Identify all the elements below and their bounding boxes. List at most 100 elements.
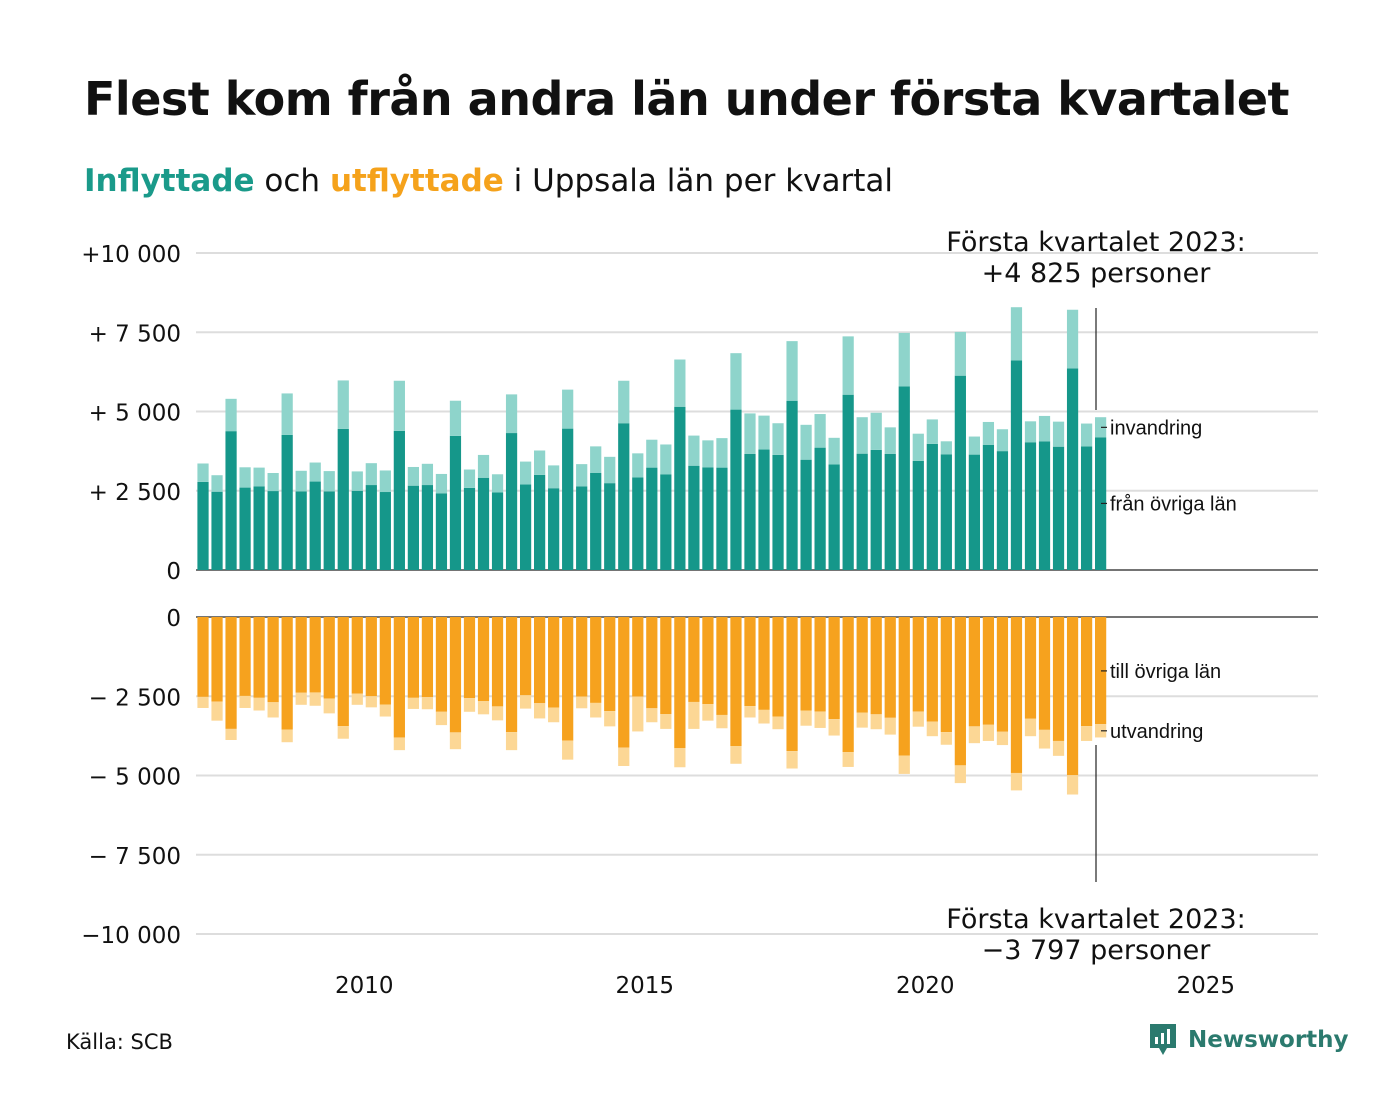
bar-utvandring (309, 692, 321, 706)
bar-invandring (1010, 307, 1023, 361)
bar-fran-ovriga-lan (954, 375, 966, 570)
bar-fran-ovriga-lan (702, 467, 714, 570)
bar-invandring (505, 394, 518, 434)
bar-till-ovriga-lan (954, 617, 966, 766)
bar-invandring (884, 427, 896, 454)
bar-invandring (828, 437, 840, 465)
bar-fran-ovriga-lan (814, 447, 826, 570)
bar-invandring (1024, 421, 1037, 443)
bar-till-ovriga-lan (800, 617, 812, 711)
bar-fran-ovriga-lan (197, 481, 209, 570)
bar-invandring (842, 336, 854, 395)
bar-invandring (548, 465, 560, 489)
bar-till-ovriga-lan (239, 617, 251, 696)
bar-fran-ovriga-lan (828, 464, 840, 570)
bar-invandring (576, 464, 588, 487)
label-fran-ovriga-lan: från övriga län (1110, 493, 1237, 515)
bar-till-ovriga-lan (604, 617, 616, 712)
bar-utvandring (449, 732, 462, 750)
bar-till-ovriga-lan (730, 617, 742, 747)
bar-utvandring (604, 711, 616, 727)
bar-invandring (674, 359, 686, 407)
bar-till-ovriga-lan (1080, 617, 1093, 727)
bar-fran-ovriga-lan (576, 486, 588, 570)
bar-till-ovriga-lan (197, 617, 209, 697)
bar-till-ovriga-lan (646, 617, 658, 709)
bar-utvandring (786, 751, 798, 769)
bar-fran-ovriga-lan (800, 459, 812, 570)
bar-invandring (253, 467, 265, 487)
bar-invandring (421, 463, 434, 486)
bar-invandring (660, 444, 672, 475)
bar-utvandring (954, 765, 966, 784)
bar-utvandring (267, 702, 279, 718)
bar-utvandring (253, 697, 265, 711)
bar-invandring (211, 475, 223, 492)
bar-till-ovriga-lan (295, 617, 307, 693)
bar-utvandring (1024, 718, 1037, 737)
bar-fran-ovriga-lan (253, 486, 265, 570)
subtitle-inflyttade: Inflyttade (84, 163, 255, 199)
bar-fran-ovriga-lan (758, 449, 770, 570)
bar-invandring (590, 446, 602, 473)
bar-till-ovriga-lan (576, 617, 588, 697)
bar-fran-ovriga-lan (491, 492, 504, 570)
bar-till-ovriga-lan (716, 617, 728, 715)
bar-fran-ovriga-lan (449, 435, 462, 570)
bar-fran-ovriga-lan (744, 453, 756, 570)
bar-invandring (323, 471, 335, 492)
bar-till-ovriga-lan (702, 617, 714, 705)
bar-utvandring (1095, 724, 1107, 738)
bar-utvandring (814, 711, 826, 728)
bar-utvandring (548, 707, 560, 723)
bar-till-ovriga-lan (772, 617, 784, 717)
bar-utvandring (884, 717, 896, 735)
bar-fran-ovriga-lan (982, 444, 995, 570)
bottom-y-tick-label: − 5 000 (89, 765, 181, 791)
bar-utvandring (982, 724, 995, 741)
top-y-tick-label: +10 000 (81, 242, 181, 268)
bar-till-ovriga-lan (491, 617, 504, 707)
bar-fran-ovriga-lan (1080, 446, 1093, 570)
bar-utvandring (968, 726, 980, 744)
bar-utvandring (646, 708, 658, 723)
bar-till-ovriga-lan (562, 617, 574, 741)
bar-utvandring (519, 695, 532, 709)
bar-till-ovriga-lan (323, 617, 335, 699)
bar-fran-ovriga-lan (225, 431, 237, 570)
bar-utvandring (365, 696, 377, 708)
bar-till-ovriga-lan (351, 617, 363, 694)
bar-till-ovriga-lan (660, 617, 672, 715)
bar-till-ovriga-lan (758, 617, 770, 710)
bar-invandring (197, 463, 209, 482)
bar-invandring (702, 440, 714, 468)
bar-till-ovriga-lan (477, 617, 490, 702)
bar-till-ovriga-lan (534, 617, 546, 704)
migration-chart: +10 000 + 7 500 + 5 000 + 2 500 0 0 − 2 500 − 5… (81, 227, 1318, 999)
bar-utvandring (702, 704, 714, 721)
bar-utvandring (1010, 772, 1023, 791)
top-y-tick-label: 0 (166, 559, 181, 585)
bar-fran-ovriga-lan (632, 477, 644, 570)
bar-till-ovriga-lan (590, 617, 602, 703)
bar-till-ovriga-lan (393, 617, 405, 738)
bar-invandring (898, 332, 910, 387)
bar-utvandring (337, 726, 349, 739)
bottom-annotation-line1: Första kvartalet 2023: (946, 904, 1245, 935)
bar-utvandring (505, 732, 518, 751)
bar-fran-ovriga-lan (926, 443, 938, 570)
bar-till-ovriga-lan (688, 617, 700, 702)
bar-utvandring (842, 752, 854, 767)
bar-fran-ovriga-lan (407, 485, 419, 570)
bar-fran-ovriga-lan (996, 451, 1009, 570)
bar-fran-ovriga-lan (842, 394, 854, 570)
bar-till-ovriga-lan (225, 617, 237, 729)
bar-till-ovriga-lan (870, 617, 882, 715)
bar-fran-ovriga-lan (912, 460, 924, 570)
bar-invandring (491, 474, 504, 493)
bar-utvandring (477, 701, 490, 715)
label-utvandring: utvandring (1110, 721, 1203, 743)
bar-till-ovriga-lan (856, 617, 868, 713)
bar-utvandring (772, 716, 784, 730)
source-note: Källa: SCB (66, 1030, 173, 1054)
